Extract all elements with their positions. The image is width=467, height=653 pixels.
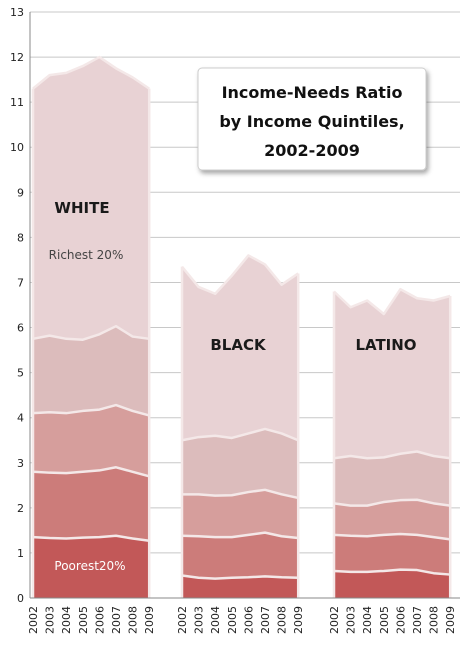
y-tick-label: 0 bbox=[17, 592, 24, 605]
x-tick-label: 2002 bbox=[176, 606, 189, 634]
x-tick-label: 2002 bbox=[27, 606, 40, 634]
area-white-quintile-1 bbox=[33, 535, 150, 598]
boundary-latino-quintile-2 bbox=[333, 532, 451, 541]
y-tick-label: 5 bbox=[17, 367, 24, 380]
boundary-white-quintile-2 bbox=[32, 466, 150, 478]
y-tick-label: 13 bbox=[10, 6, 24, 19]
boundary-black-quintile-4 bbox=[181, 427, 299, 442]
boundary-black-quintile-2 bbox=[181, 531, 299, 540]
y-tick-label: 10 bbox=[10, 141, 24, 154]
y-tick-label: 3 bbox=[17, 457, 24, 470]
boundary-latino-quintile-3 bbox=[333, 498, 451, 507]
x-tick-label: 2003 bbox=[193, 606, 206, 634]
x-tick-label: 2006 bbox=[242, 606, 255, 634]
chart-title-line-2: by Income Quintiles, bbox=[219, 112, 404, 131]
area-black-quintile-1 bbox=[182, 575, 299, 598]
richest-quintile-label: Richest 20% bbox=[49, 248, 124, 262]
chart-title-line-1: Income-Needs Ratio bbox=[222, 83, 403, 102]
x-tick-label: 2002 bbox=[328, 606, 341, 634]
x-tick-label: 2003 bbox=[345, 606, 358, 634]
y-tick-label: 2 bbox=[17, 502, 24, 515]
y-tick-label: 7 bbox=[17, 276, 24, 289]
y-tick-label: 11 bbox=[10, 96, 24, 109]
y-tick-label: 6 bbox=[17, 322, 24, 335]
x-tick-label: 2008 bbox=[127, 606, 140, 634]
x-tick-label: 2009 bbox=[143, 606, 156, 634]
plot-area bbox=[31, 55, 452, 599]
x-tick-label: 2005 bbox=[77, 606, 90, 634]
group-label-white: WHITE bbox=[54, 199, 109, 217]
x-tick-label: 2006 bbox=[394, 606, 407, 634]
chart-title-line-3: 2002-2009 bbox=[264, 141, 360, 160]
boundary-latino-quintile-1 bbox=[333, 568, 451, 576]
boundary-latino-quintile-5 bbox=[333, 287, 451, 316]
group-label-latino: LATINO bbox=[355, 336, 416, 354]
group-label-black: BLACK bbox=[210, 336, 267, 354]
x-tick-label: 2005 bbox=[226, 606, 239, 634]
area-latino-quintile-1 bbox=[334, 569, 451, 598]
x-tick-label: 2003 bbox=[44, 606, 57, 634]
boundary-white-quintile-4 bbox=[32, 324, 150, 341]
y-tick-label: 4 bbox=[17, 412, 24, 425]
poorest-quintile-label: Poorest20% bbox=[54, 559, 125, 573]
boundary-white-quintile-3 bbox=[32, 403, 150, 417]
boundary-black-quintile-5 bbox=[181, 254, 299, 295]
x-tick-label: 2007 bbox=[110, 606, 123, 634]
boundary-latino-quintile-4 bbox=[333, 450, 451, 460]
x-tick-label: 2008 bbox=[428, 606, 441, 634]
y-tick-label: 9 bbox=[17, 186, 24, 199]
labels: WHITE BLACK LATINO Richest 20% Poorest20% bbox=[49, 199, 417, 573]
x-tick-label: 2005 bbox=[378, 606, 391, 634]
x-tick-label: 2007 bbox=[259, 606, 272, 634]
y-tick-label: 8 bbox=[17, 231, 24, 244]
x-tick-label: 2009 bbox=[292, 606, 305, 634]
title-box: Income-Needs Ratio by Income Quintiles, … bbox=[197, 67, 427, 171]
x-tick-label: 2004 bbox=[361, 606, 374, 634]
x-tick-label: 2006 bbox=[93, 606, 106, 634]
title-box-frame bbox=[197, 67, 427, 171]
boundary-white-quintile-5 bbox=[32, 55, 150, 90]
x-tick-label: 2004 bbox=[209, 606, 222, 634]
x-tick-label: 2004 bbox=[60, 606, 73, 634]
x-tick-label: 2007 bbox=[411, 606, 424, 634]
boundary-black-quintile-1 bbox=[181, 574, 299, 580]
x-tick-label: 2008 bbox=[276, 606, 289, 634]
boundary-white-quintile-1 bbox=[32, 534, 150, 542]
y-tick-label: 12 bbox=[10, 51, 24, 64]
x-tick-label: 2009 bbox=[444, 606, 457, 634]
y-tick-label: 1 bbox=[17, 547, 24, 560]
boundary-black-quintile-3 bbox=[182, 488, 299, 500]
